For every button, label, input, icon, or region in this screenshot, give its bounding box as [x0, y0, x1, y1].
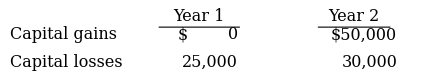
Text: Year 2: Year 2	[329, 8, 380, 25]
Text: 25,000: 25,000	[182, 54, 238, 71]
Text: 0: 0	[228, 26, 238, 43]
Text: Capital losses: Capital losses	[10, 54, 123, 71]
Text: Year 1: Year 1	[174, 8, 225, 25]
Text: $50,000: $50,000	[331, 26, 397, 43]
Text: $: $	[178, 26, 188, 43]
Text: Capital gains: Capital gains	[10, 26, 117, 43]
Text: 30,000: 30,000	[341, 54, 397, 71]
